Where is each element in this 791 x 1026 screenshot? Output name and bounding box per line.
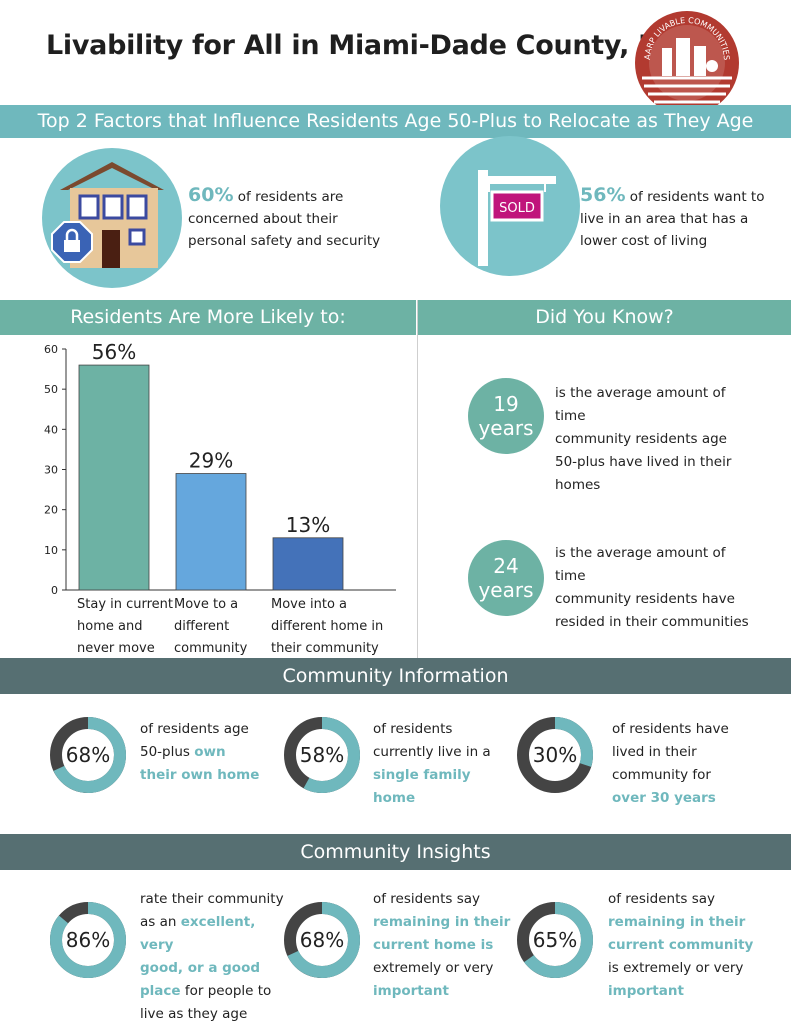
house-lock-icon [42, 148, 182, 288]
y-tick-label-4: 40 [44, 423, 58, 436]
bar-1 [175, 473, 247, 591]
donut-insight-1-label: 86% [65, 928, 111, 952]
bar-label-0: 56% [92, 340, 136, 364]
donut-info-2-label: 58% [299, 743, 345, 767]
know-heading: Did You Know? [418, 300, 791, 335]
insight-3-text: of residents say remaining in their curr… [608, 891, 754, 999]
page-title: Livability for All in Miami-Dade County,… [46, 30, 674, 61]
category-label-0: never move [77, 641, 155, 656]
factor-1-text: 60% of residents are concerned about the… [188, 184, 381, 249]
category-label-1: different [174, 619, 229, 634]
category-label-2: different home in [271, 619, 383, 634]
know-2-text: is the average amount of time community … [555, 545, 749, 630]
y-tick-label-6: 60 [44, 343, 58, 356]
category-label-1: Move to a [174, 597, 238, 612]
likely-heading: Residents Are More Likely to: [0, 300, 416, 335]
insight-2-text: of residents say remaining in their curr… [373, 891, 511, 999]
bar-label-1: 29% [189, 449, 233, 473]
know-circle-2: 24 years [468, 540, 544, 616]
info-2-text: of residents currently live in a single … [373, 721, 491, 806]
info-3-text: of residents have lived in their communi… [612, 721, 729, 806]
section-divider [417, 300, 418, 658]
sold-sign-icon: SOLD [440, 136, 580, 276]
donut-insight-3 [517, 902, 593, 978]
category-label-0: home and [77, 619, 142, 634]
donut-fill [50, 717, 126, 793]
factor-2-pct: 56% [580, 184, 626, 206]
donut-fill [284, 902, 360, 978]
donut-fill [284, 717, 360, 793]
know-2-unit: years [478, 578, 534, 602]
know-1-text: is the average amount of time community … [555, 385, 732, 493]
donut-fill [517, 717, 593, 793]
know-2-num: 24 [493, 554, 519, 578]
donut-insight-1 [50, 902, 126, 978]
bar-0 [78, 364, 150, 591]
donut-fill [517, 902, 593, 978]
insights-heading: Community Insights [0, 834, 791, 870]
donut-info-1-label: 68% [65, 743, 111, 767]
insight-1-text: rate their community as an excellent, ve… [140, 891, 284, 1022]
y-tick-label-0: 0 [51, 584, 58, 597]
y-tick-label-5: 50 [44, 383, 58, 396]
y-tick-label-2: 20 [44, 504, 58, 517]
category-label-2: Move into a [271, 597, 347, 612]
category-label-1: community [174, 641, 248, 656]
sold-sign-text: SOLD [499, 201, 535, 216]
donut-info-3 [517, 717, 593, 793]
info-heading: Community Information [0, 658, 791, 694]
factors-heading: Top 2 Factors that Influence Residents A… [0, 105, 791, 138]
category-label-2: their community [271, 641, 379, 656]
y-tick-label-1: 10 [44, 544, 58, 557]
donut-fill [50, 902, 126, 978]
donut-info-2 [284, 717, 360, 793]
donut-info-3-label: 30% [532, 743, 578, 767]
category-label-0: Stay in current [77, 597, 173, 612]
donut-info-1 [50, 717, 126, 793]
info-1-text: of residents age 50-plus own their own h… [140, 721, 260, 783]
donut-insight-3-label: 65% [532, 928, 578, 952]
y-tick-label-3: 30 [44, 464, 58, 477]
aarp-logo: AARP LIVABLE COMMUNITIES [635, 11, 739, 115]
factor-2-text: 56% of residents want to live in an area… [580, 184, 765, 249]
bar-label-2: 13% [286, 513, 330, 537]
know-1-unit: years [478, 416, 534, 440]
know-circle-1: 19 years [468, 378, 544, 454]
donut-insight-2 [284, 902, 360, 978]
bar-2 [272, 537, 344, 591]
likely-bar-chart: 0 10 20 30 40 50 60 56% Stay in current home and n… [44, 340, 396, 656]
factor-1-pct: 60% [188, 184, 234, 206]
donut-insight-2-label: 68% [299, 928, 345, 952]
know-1-num: 19 [493, 392, 519, 416]
